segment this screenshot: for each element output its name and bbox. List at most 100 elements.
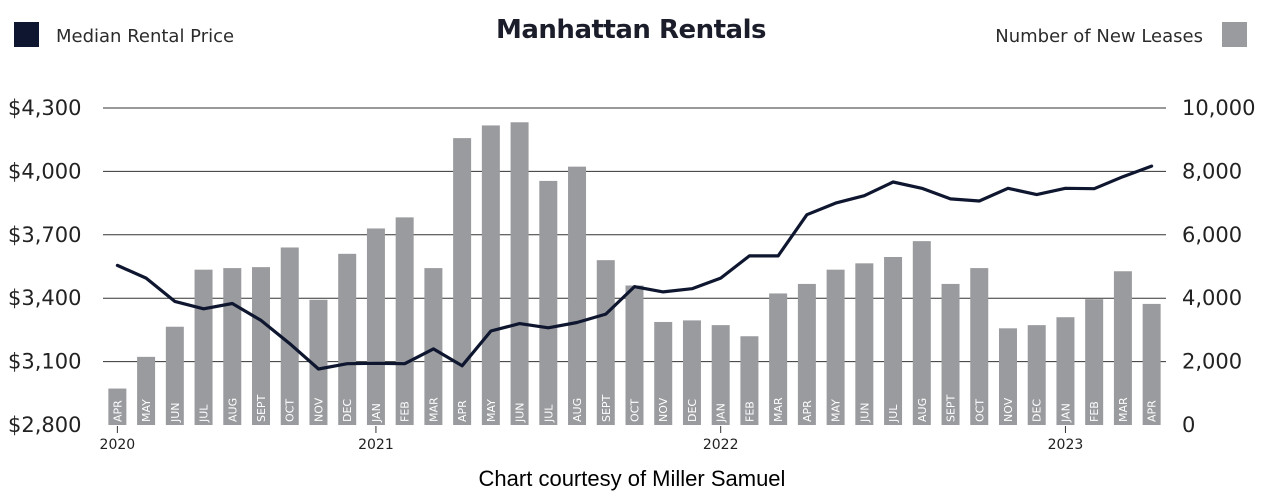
month-label: MAY: [140, 399, 153, 422]
legend-leases-swatch: [1222, 22, 1247, 47]
lease-bar: [998, 328, 1017, 425]
lease-bars: [108, 122, 1161, 426]
left-tick-label: $3,400: [8, 286, 81, 310]
month-label: MAY: [830, 399, 843, 422]
lease-bar: [424, 268, 443, 425]
right-tick-label: 0: [1182, 413, 1195, 437]
lease-bar: [108, 388, 127, 425]
year-label: 2021: [358, 437, 394, 453]
month-labels: APR MAY JUN JUL AUG SEPT OCT NOV DEC JAN FEB MAR APR…: [111, 394, 1158, 423]
year-labels: 2020 2021 2022 2023: [100, 426, 1084, 453]
left-tick-label: $3,100: [8, 350, 81, 374]
month-label: SEPT: [255, 394, 268, 422]
lease-bar: [711, 325, 730, 425]
month-label: JAN: [1059, 403, 1072, 423]
month-label: MAY: [485, 399, 498, 422]
month-label: NOV: [1002, 397, 1015, 422]
lease-bar: [970, 268, 989, 425]
lease-bar: [1027, 325, 1046, 425]
month-label: DEC: [686, 399, 699, 422]
lease-bar: [539, 180, 558, 425]
month-label: DEC: [341, 399, 354, 422]
month-label: APR: [1146, 400, 1159, 422]
lease-bar: [912, 241, 931, 425]
lease-bar: [338, 253, 357, 425]
lease-bar: [769, 293, 788, 425]
lease-bar: [453, 138, 472, 426]
month-label: AUG: [226, 398, 239, 422]
month-label: NOV: [312, 397, 325, 422]
lease-bar: [395, 217, 414, 425]
year-label: 2022: [703, 437, 739, 453]
lease-bar: [1142, 303, 1161, 425]
lease-bar: [1113, 271, 1132, 425]
lease-bar: [568, 166, 587, 425]
lease-bar: [137, 356, 156, 425]
month-label: FEB: [399, 401, 412, 422]
left-tick-label: $2,800: [8, 413, 81, 437]
month-label: OCT: [973, 399, 986, 422]
left-axis-ticks: $4,300 $4,000 $3,700 $3,400 $3,100 $2,800: [8, 96, 81, 437]
month-label: AUG: [916, 398, 929, 422]
right-tick-label: 10,000: [1182, 96, 1255, 120]
left-tick-label: $4,000: [8, 159, 81, 183]
lease-bar: [884, 256, 903, 425]
month-label: JUN: [514, 402, 527, 423]
lease-bar: [596, 260, 615, 425]
month-label: MAR: [772, 397, 785, 422]
lease-bar: [941, 283, 960, 425]
month-label: DEC: [1031, 399, 1044, 422]
month-label: MAR: [1117, 397, 1130, 422]
month-label: AUG: [571, 398, 584, 422]
year-label: 2020: [100, 437, 136, 453]
lease-bar: [855, 263, 874, 425]
lease-bar: [1056, 317, 1075, 425]
legend-leases-label: Number of New Leases: [995, 26, 1203, 47]
month-label: FEB: [743, 401, 756, 422]
chart-caption: Chart courtesy of Miller Samuel: [479, 466, 786, 491]
month-label: SEPT: [945, 394, 958, 422]
year-label: 2023: [1048, 437, 1084, 453]
month-label: FEB: [1088, 401, 1101, 422]
lease-bar: [797, 283, 816, 425]
lease-bar: [280, 247, 299, 425]
lease-bar: [309, 299, 328, 425]
month-label: OCT: [284, 399, 297, 422]
lease-bar: [165, 326, 184, 425]
month-label: JAN: [370, 403, 383, 423]
lease-bar: [740, 336, 759, 425]
lease-bar: [1085, 299, 1104, 425]
month-label: NOV: [657, 397, 670, 422]
month-label: APR: [456, 400, 469, 422]
right-tick-label: 8,000: [1182, 159, 1242, 183]
right-tick-label: 2,000: [1182, 350, 1242, 374]
month-label: SEPT: [600, 394, 613, 422]
month-label: JUN: [169, 402, 182, 423]
lease-bar: [510, 122, 529, 425]
legend-price-swatch: [14, 22, 39, 47]
month-label: JUN: [858, 402, 871, 423]
lease-bar: [826, 269, 845, 425]
month-label: JUL: [198, 404, 211, 423]
month-label: OCT: [629, 399, 642, 422]
left-tick-label: $3,700: [8, 223, 81, 247]
lease-bar: [625, 285, 644, 425]
right-tick-label: 6,000: [1182, 223, 1242, 247]
month-label: APR: [801, 400, 814, 422]
right-tick-label: 4,000: [1182, 286, 1242, 310]
lease-bar: [252, 267, 271, 425]
price-line: [115, 164, 1154, 371]
month-label: JUL: [542, 404, 555, 423]
lease-bar: [481, 125, 500, 425]
legend-price-label: Median Rental Price: [56, 26, 234, 47]
month-label: APR: [111, 400, 124, 422]
lease-bar: [366, 228, 385, 425]
month-label: JUL: [887, 404, 900, 423]
month-label: JAN: [715, 403, 728, 423]
chart-title: Manhattan Rentals: [496, 15, 766, 45]
lease-bar: [682, 320, 701, 425]
lease-bar: [194, 269, 213, 425]
right-axis-ticks: 10,000 8,000 6,000 4,000 2,000 0: [1182, 96, 1255, 437]
month-label: MAR: [427, 397, 440, 422]
